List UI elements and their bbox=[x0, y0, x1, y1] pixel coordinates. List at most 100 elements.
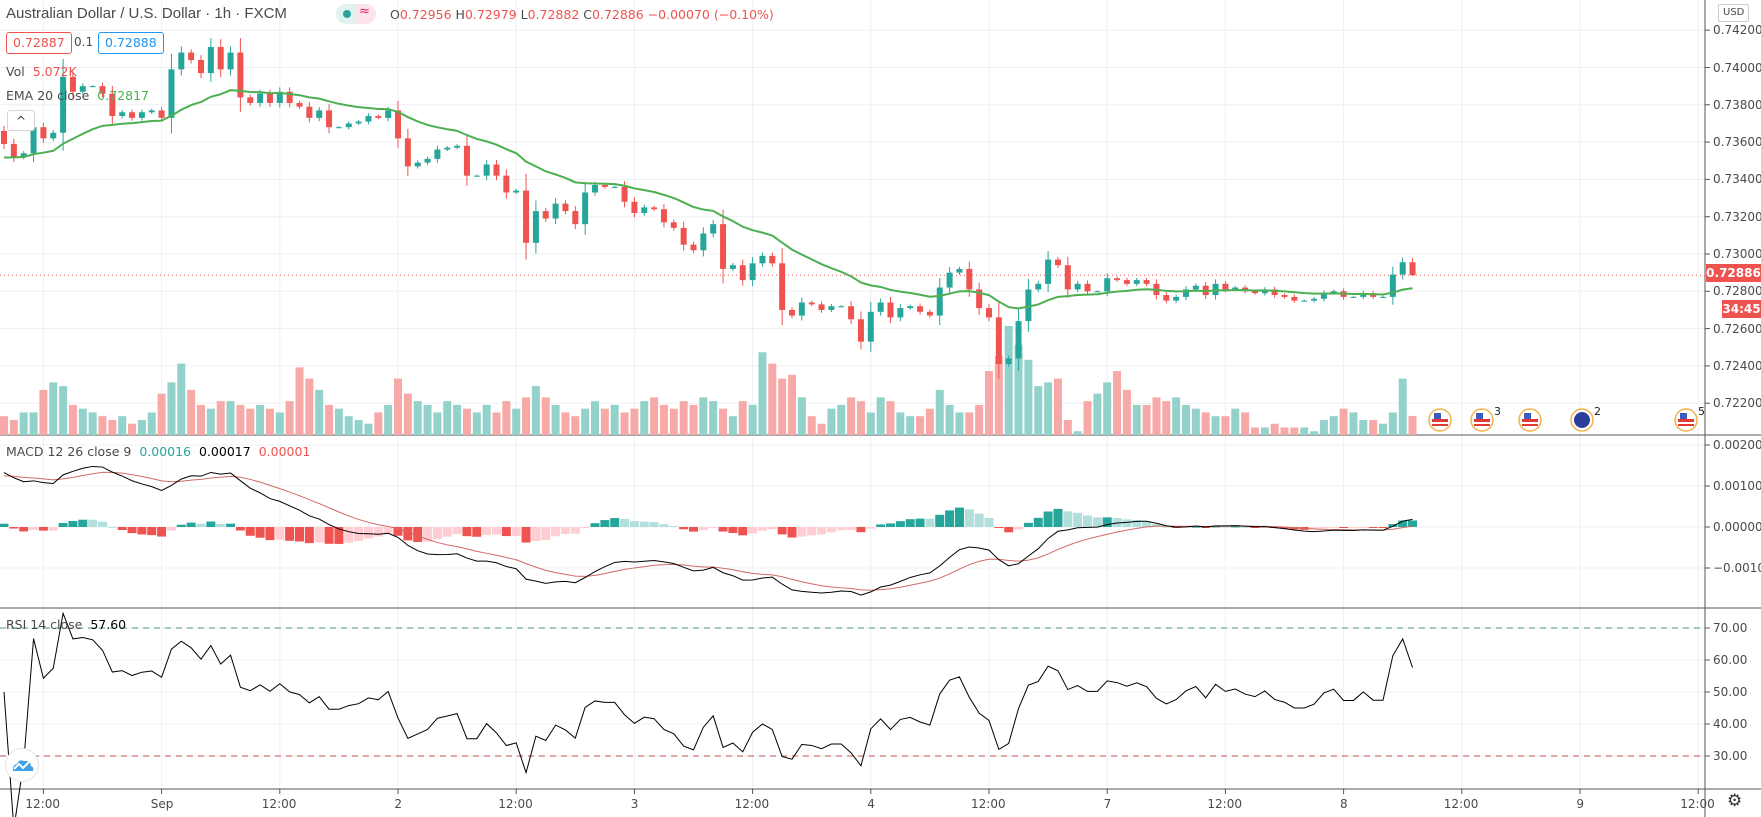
us-flag-icon[interactable] bbox=[1428, 408, 1452, 432]
volume-bar bbox=[315, 389, 324, 435]
candle-body bbox=[1035, 283, 1042, 290]
candle-body bbox=[739, 265, 746, 281]
candle bbox=[138, 109, 145, 121]
volume-legend[interactable]: Vol 5.072K bbox=[6, 64, 77, 79]
volume-bar bbox=[630, 408, 639, 435]
candle bbox=[1360, 290, 1367, 300]
candle bbox=[936, 278, 943, 326]
macd-histogram-bar bbox=[147, 527, 157, 536]
macd-histogram-bar bbox=[1250, 527, 1260, 528]
currency-button[interactable]: USD bbox=[1718, 4, 1750, 22]
macd-histogram-bar bbox=[1368, 527, 1378, 528]
buy-price-button[interactable]: 0.72888 bbox=[98, 32, 164, 54]
macd-histogram-bar bbox=[777, 527, 787, 535]
candle bbox=[483, 160, 490, 181]
volume-bar bbox=[935, 389, 944, 435]
volume-bar bbox=[1044, 382, 1053, 435]
time-axis-label: 12:00 bbox=[498, 797, 533, 811]
volume-bar bbox=[689, 404, 698, 435]
open-value: 0.72956 bbox=[399, 7, 452, 22]
volume-bar bbox=[1329, 416, 1338, 435]
volume-bar bbox=[581, 408, 590, 435]
candle bbox=[247, 94, 254, 106]
macd-histogram-bar bbox=[186, 522, 196, 527]
candle bbox=[1350, 295, 1357, 299]
ema-legend[interactable]: EMA 20 close 0.72817 bbox=[6, 88, 149, 103]
macd-histogram-bar bbox=[895, 521, 905, 527]
candle-body bbox=[178, 52, 185, 70]
volume-bar bbox=[945, 404, 954, 435]
macd-histogram-bar bbox=[728, 527, 738, 534]
macd-histogram-bar bbox=[285, 527, 295, 541]
candle-body bbox=[1104, 278, 1111, 292]
market-status-badge[interactable]: ≈ bbox=[336, 4, 376, 24]
rsi-legend[interactable]: RSI 14 close 57.60 bbox=[6, 617, 126, 632]
volume-bar bbox=[551, 404, 560, 435]
volume-bar bbox=[354, 419, 363, 435]
volume-bar bbox=[344, 416, 353, 435]
macd-legend[interactable]: MACD 12 26 close 9 0.00016 0.00017 0.000… bbox=[6, 444, 310, 459]
candle-body bbox=[995, 317, 1002, 365]
candle-body bbox=[1399, 262, 1406, 275]
candle bbox=[1320, 290, 1327, 302]
macd-histogram-bar bbox=[1280, 527, 1289, 529]
volume-bar bbox=[738, 401, 747, 435]
candle bbox=[1271, 286, 1278, 298]
us-flag-icon[interactable]: 5 bbox=[1674, 405, 1705, 432]
volume-bar bbox=[620, 412, 629, 435]
macd-histogram-bar bbox=[600, 520, 610, 527]
candle bbox=[1064, 256, 1071, 298]
candle bbox=[148, 108, 155, 114]
candle bbox=[789, 307, 795, 319]
price-axis-label: 0.72600 bbox=[1713, 321, 1761, 336]
tradingview-logo[interactable] bbox=[5, 748, 39, 782]
volume-bar bbox=[1260, 427, 1269, 435]
price-axis-label: 0.72400 bbox=[1713, 358, 1761, 373]
volume-bar bbox=[206, 408, 215, 435]
candle bbox=[513, 188, 520, 195]
sell-price-button[interactable]: 0.72887 bbox=[6, 32, 72, 54]
au-flag-icon[interactable]: 2 bbox=[1570, 405, 1601, 432]
candle-body bbox=[99, 86, 106, 94]
volume-bar bbox=[1201, 412, 1210, 435]
candle-body bbox=[483, 164, 490, 176]
candle-body bbox=[1380, 296, 1386, 298]
candle-body bbox=[1045, 259, 1052, 284]
symbol-title[interactable]: Australian Dollar / U.S. Dollar · 1h · F… bbox=[6, 5, 287, 22]
volume-bar bbox=[1004, 325, 1013, 435]
close-value: 0.72886 bbox=[592, 7, 644, 22]
candle bbox=[237, 38, 244, 112]
candle-body bbox=[956, 268, 963, 273]
candle-body bbox=[690, 244, 697, 251]
volume-legend-label: Vol bbox=[6, 64, 25, 79]
volume-bar bbox=[699, 397, 708, 435]
volume-bar bbox=[1339, 408, 1348, 435]
volume-bar bbox=[758, 352, 767, 435]
candle-body bbox=[1222, 283, 1229, 290]
candle bbox=[818, 301, 825, 313]
collapse-legend-button[interactable]: ^ bbox=[7, 110, 35, 131]
candle bbox=[1054, 256, 1061, 268]
rsi-line bbox=[3, 611, 1414, 817]
candle bbox=[158, 107, 165, 122]
volume-bar bbox=[886, 401, 895, 435]
settings-gear-icon[interactable]: ⚙ bbox=[1727, 791, 1743, 811]
macd-histogram-bar bbox=[373, 527, 383, 537]
close-label: C bbox=[583, 7, 593, 22]
candle bbox=[1399, 257, 1406, 280]
macd-histogram-bar bbox=[1161, 526, 1171, 528]
candle-body bbox=[424, 158, 431, 163]
ema-legend-value: 0.72817 bbox=[97, 88, 149, 103]
candle bbox=[375, 114, 382, 120]
candle bbox=[276, 87, 283, 108]
volume-bar bbox=[394, 378, 402, 435]
volume-bar bbox=[994, 356, 1003, 435]
us-flag-icon[interactable] bbox=[1518, 408, 1542, 432]
macd-histogram-bar bbox=[1289, 527, 1299, 530]
rsi-legend-value: 57.60 bbox=[90, 617, 127, 632]
us-flag-icon[interactable]: 3 bbox=[1470, 405, 1501, 432]
volume-bar bbox=[502, 401, 511, 435]
candle-body bbox=[592, 184, 598, 193]
macd-histogram-bar bbox=[216, 523, 226, 527]
